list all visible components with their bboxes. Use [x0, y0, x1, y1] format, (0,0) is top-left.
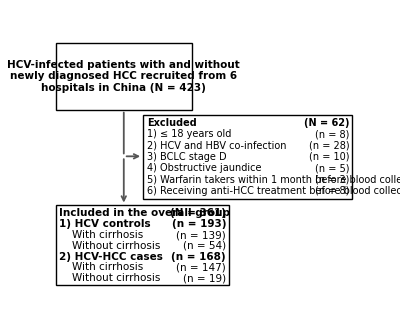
Text: 3) BCLC stage D: 3) BCLC stage D	[147, 152, 226, 162]
FancyBboxPatch shape	[56, 43, 192, 110]
Text: 6) Receiving anti-HCC treatment before blood collection: 6) Receiving anti-HCC treatment before b…	[147, 186, 400, 196]
Text: (n = 28): (n = 28)	[308, 141, 349, 150]
Text: (n = 139): (n = 139)	[176, 230, 226, 240]
FancyBboxPatch shape	[56, 205, 229, 285]
Text: 4) Obstructive jaundice: 4) Obstructive jaundice	[147, 163, 261, 173]
Text: Without cirrhosis: Without cirrhosis	[59, 241, 161, 251]
Text: (n = 54): (n = 54)	[183, 241, 226, 251]
Text: (n = 147): (n = 147)	[176, 262, 226, 272]
Text: (N = 62): (N = 62)	[304, 118, 349, 128]
Text: With cirrhosis: With cirrhosis	[59, 230, 144, 240]
Text: (n = 19): (n = 19)	[183, 273, 226, 283]
Text: 2) HCV and HBV co-infection: 2) HCV and HBV co-infection	[147, 141, 286, 150]
Text: With cirrhosis: With cirrhosis	[59, 262, 144, 272]
Text: (n = 5): (n = 5)	[315, 163, 349, 173]
Text: 1) HCV controls: 1) HCV controls	[59, 219, 151, 229]
Text: (n = 10): (n = 10)	[309, 152, 349, 162]
Text: (n = 3): (n = 3)	[315, 174, 349, 184]
Text: 2) HCV-HCC cases: 2) HCV-HCC cases	[59, 251, 163, 262]
Text: 5) Warfarin takers within 1 month before blood collection: 5) Warfarin takers within 1 month before…	[147, 174, 400, 184]
Text: 1) ≤ 18 years old: 1) ≤ 18 years old	[147, 129, 231, 139]
Text: (n = 168): (n = 168)	[172, 251, 226, 262]
Text: (n = 8): (n = 8)	[315, 129, 349, 139]
Text: (n = 193): (n = 193)	[172, 219, 226, 229]
Text: (N = 361): (N = 361)	[170, 208, 226, 218]
Text: Without cirrhosis: Without cirrhosis	[59, 273, 161, 283]
FancyBboxPatch shape	[143, 115, 352, 199]
Text: HCV-infected patients with and without
newly diagnosed HCC recruited from 6
hosp: HCV-infected patients with and without n…	[8, 60, 240, 93]
Text: (n = 8): (n = 8)	[315, 186, 349, 196]
Text: Excluded: Excluded	[147, 118, 196, 128]
Text: Included in the overall group: Included in the overall group	[59, 208, 230, 218]
